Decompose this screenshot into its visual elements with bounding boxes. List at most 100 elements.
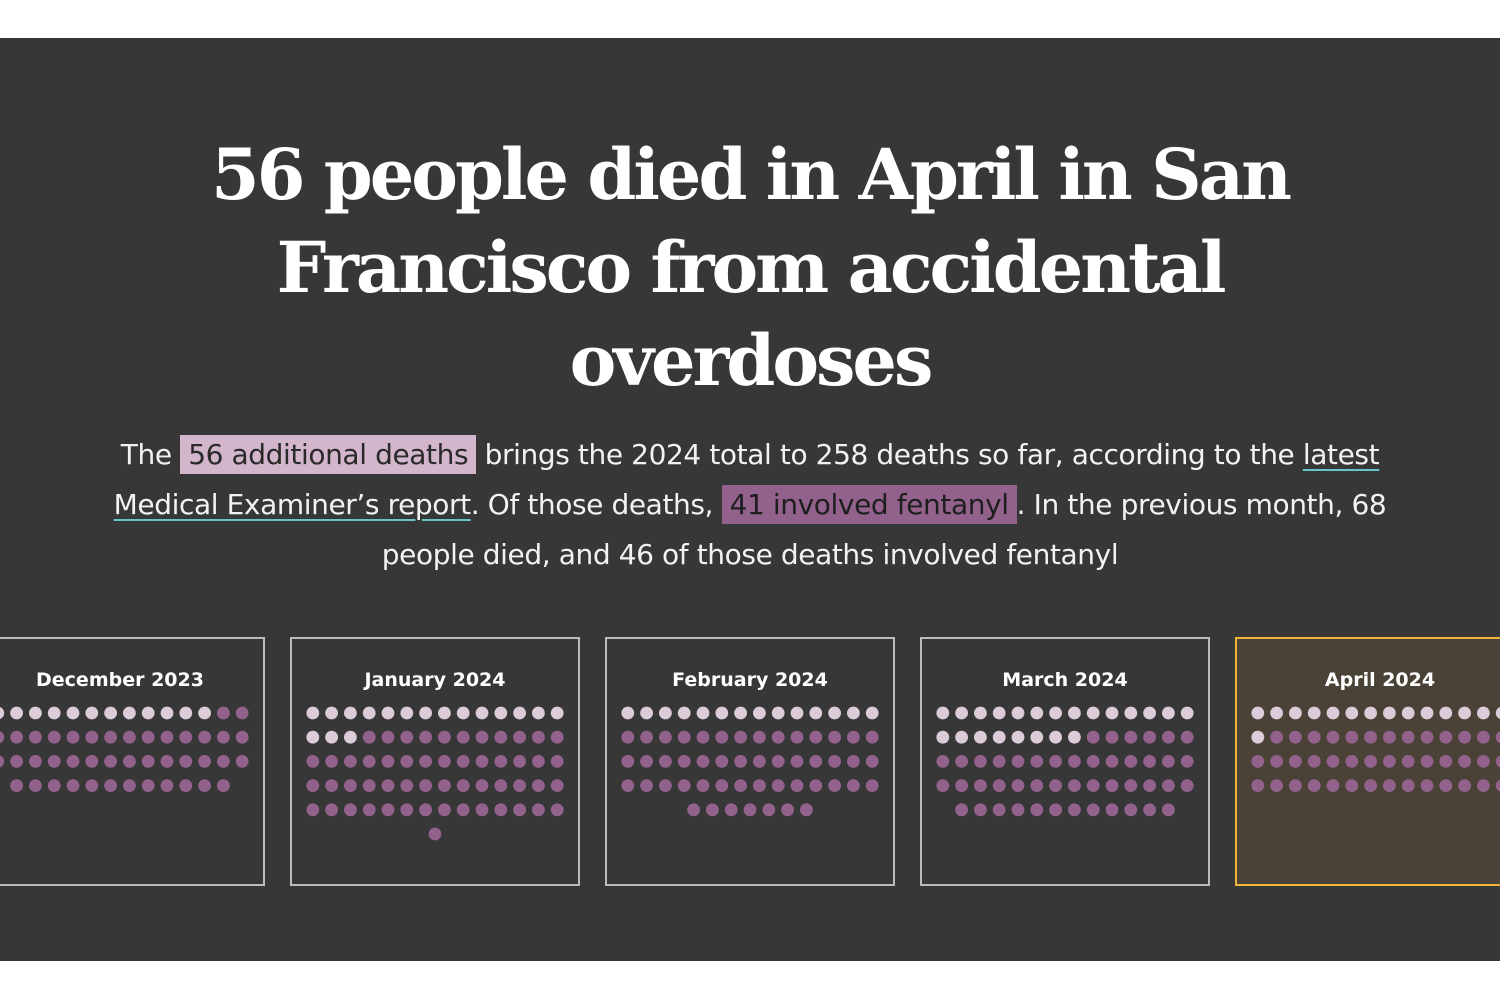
death-dot-other bbox=[1030, 730, 1044, 744]
death-dot-fentanyl bbox=[1143, 779, 1156, 792]
death-dot-fentanyl bbox=[640, 755, 653, 768]
death-dot-fentanyl bbox=[809, 755, 823, 768]
death-dot-fentanyl bbox=[659, 779, 672, 792]
death-dot-other bbox=[621, 706, 635, 720]
death-dot-fentanyl bbox=[621, 755, 635, 768]
death-dot-fentanyl bbox=[1068, 779, 1081, 792]
death-dot-other bbox=[344, 706, 357, 720]
death-dot-fentanyl bbox=[809, 779, 823, 792]
dot-matrix bbox=[306, 706, 564, 841]
death-dot-fentanyl bbox=[1086, 730, 1100, 744]
death-dot-fentanyl bbox=[1180, 779, 1194, 792]
death-dot-other bbox=[1326, 706, 1340, 720]
death-dot-fentanyl bbox=[734, 730, 747, 744]
death-dot-fentanyl bbox=[1105, 755, 1119, 768]
death-dot-fentanyl bbox=[1364, 730, 1377, 744]
death-dot-other bbox=[1307, 706, 1321, 720]
death-dot-fentanyl bbox=[438, 803, 451, 817]
death-dot-fentanyl bbox=[955, 755, 968, 768]
death-dot-other bbox=[790, 706, 804, 720]
death-dot-fentanyl bbox=[494, 803, 508, 817]
death-dot-other bbox=[85, 706, 99, 720]
death-dot-fentanyl bbox=[1011, 803, 1025, 817]
death-dot-fentanyl bbox=[828, 755, 841, 768]
death-dot-fentanyl bbox=[198, 730, 212, 744]
death-dot-fentanyl bbox=[29, 730, 42, 744]
death-dot-other bbox=[198, 706, 212, 720]
death-dot-fentanyl bbox=[550, 730, 564, 744]
death-dot-other bbox=[1420, 706, 1434, 720]
death-dot-fentanyl bbox=[1270, 779, 1283, 792]
death-dot-other bbox=[1124, 706, 1138, 720]
death-dot-fentanyl bbox=[513, 803, 526, 817]
subhead-text-1: The bbox=[120, 438, 181, 471]
death-dot-fentanyl bbox=[936, 779, 950, 792]
death-dot-other bbox=[160, 706, 174, 720]
death-dot-other bbox=[400, 706, 414, 720]
death-dot-other bbox=[123, 706, 136, 720]
month-label: April 2024 bbox=[1324, 669, 1436, 691]
death-dot-fentanyl bbox=[1162, 755, 1175, 768]
death-dot-fentanyl bbox=[513, 730, 526, 744]
death-dot-fentanyl bbox=[438, 730, 451, 744]
death-dot-fentanyl bbox=[809, 730, 823, 744]
death-dot-fentanyl bbox=[1364, 755, 1377, 768]
death-dot-other bbox=[1011, 730, 1025, 744]
death-dot-fentanyl bbox=[400, 755, 414, 768]
death-dot-other bbox=[1477, 706, 1490, 720]
medical-examiner-report-link[interactable]: latest Medical Examiner’s report bbox=[113, 438, 1380, 521]
death-dot-fentanyl bbox=[1143, 755, 1156, 768]
subhead-text-3: . Of those deaths, bbox=[470, 488, 722, 521]
death-dot-fentanyl bbox=[790, 755, 804, 768]
death-dot-other bbox=[141, 706, 155, 720]
death-dot-other bbox=[696, 706, 710, 720]
death-dot-fentanyl bbox=[1049, 779, 1062, 792]
death-dot-fentanyl bbox=[771, 730, 785, 744]
death-dot-fentanyl bbox=[494, 779, 508, 792]
death-dot-other bbox=[1086, 706, 1100, 720]
death-dot-fentanyl bbox=[362, 730, 376, 744]
death-dot-other bbox=[640, 706, 653, 720]
death-dot-fentanyl bbox=[753, 730, 766, 744]
month-label: March 2024 bbox=[1002, 669, 1128, 691]
death-dot-fentanyl bbox=[974, 803, 987, 817]
death-dot-fentanyl bbox=[1420, 730, 1434, 744]
death-dot-other bbox=[659, 706, 672, 720]
death-dot-other bbox=[1030, 706, 1044, 720]
death-dot-other bbox=[936, 706, 950, 720]
death-dot-other bbox=[992, 730, 1006, 744]
death-dot-other bbox=[29, 706, 42, 720]
death-dot-other bbox=[513, 706, 526, 720]
death-dot-fentanyl bbox=[419, 779, 432, 792]
death-dot-other bbox=[992, 706, 1006, 720]
month-card: December 2023 bbox=[0, 637, 265, 886]
death-dot-fentanyl bbox=[494, 730, 508, 744]
death-dot-fentanyl bbox=[1458, 755, 1471, 768]
death-dot-fentanyl bbox=[1401, 755, 1415, 768]
death-dot-other bbox=[847, 706, 860, 720]
death-dot-fentanyl bbox=[865, 730, 879, 744]
death-dot-other bbox=[828, 706, 841, 720]
death-dot-fentanyl bbox=[1143, 803, 1156, 817]
death-dot-fentanyl bbox=[715, 730, 729, 744]
death-dot-fentanyl bbox=[992, 779, 1006, 792]
death-dot-fentanyl bbox=[10, 779, 23, 792]
death-dot-fentanyl bbox=[865, 755, 879, 768]
death-dot-fentanyl bbox=[141, 755, 155, 768]
death-dot-fentanyl bbox=[66, 779, 80, 792]
death-dot-fentanyl bbox=[325, 779, 338, 792]
death-dot-other bbox=[1495, 706, 1500, 720]
death-dot-fentanyl bbox=[687, 803, 700, 817]
death-dot-fentanyl bbox=[1439, 755, 1453, 768]
dot-matrix bbox=[0, 706, 249, 792]
death-dot-other bbox=[734, 706, 747, 720]
death-dot-fentanyl bbox=[123, 779, 136, 792]
death-dot-fentanyl bbox=[85, 730, 99, 744]
death-dot-fentanyl bbox=[456, 730, 470, 744]
death-dot-fentanyl bbox=[325, 803, 338, 817]
death-dot-other bbox=[1251, 706, 1265, 720]
death-dot-fentanyl bbox=[1383, 755, 1396, 768]
death-dot-fentanyl bbox=[1105, 730, 1119, 744]
death-dot-fentanyl bbox=[1270, 755, 1283, 768]
death-dot-fentanyl bbox=[828, 779, 841, 792]
